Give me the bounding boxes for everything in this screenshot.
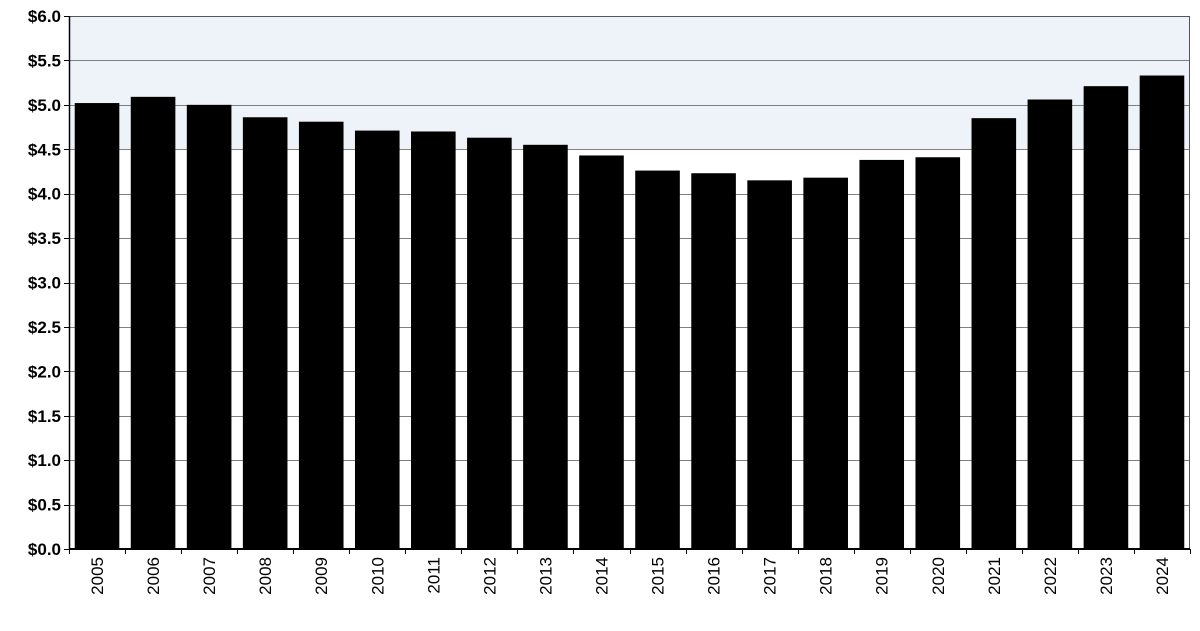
x-tick-label: 2017 [761,557,780,595]
bar-2007 [186,104,232,549]
bar-2015 [635,170,680,549]
bar-2014 [579,155,624,549]
x-tick-label: 2005 [88,557,107,595]
bar-2011 [411,131,456,550]
x-tick-label: 2018 [817,557,836,595]
bar-2024 [1139,75,1185,550]
y-tick-label: $5.0 [28,96,61,115]
bar-2022 [1027,99,1073,549]
bar-2016 [691,173,736,550]
x-tick-label: 2023 [1097,557,1116,595]
y-tick-label: $4.5 [28,140,61,159]
x-tick-label: 2010 [368,557,387,595]
x-tick-label-layer: 2005 2006 2007 2008 2009 2010 2011 2012 2013 2014… [88,557,1172,595]
bar-2008 [242,117,288,550]
bar-2020 [915,157,961,549]
bar-2005 [74,103,120,549]
bar-2021 [971,118,1017,549]
y-tick-label-layer: $0.0 $0.5 $1.0 $1.5 $2.0 $2.5 $3.0 $3.5 $4.0 $4.5… [28,7,61,559]
bar-2010 [354,130,400,549]
x-tick-label: 2016 [705,557,724,595]
x-tick-label: 2024 [1153,557,1172,595]
bar-2023 [1083,86,1129,550]
x-tick-label: 2009 [312,557,331,595]
y-tick-label: $5.5 [28,51,61,70]
bar-2012 [467,137,512,549]
x-tick-label: 2011 [424,557,443,594]
x-tick-label: 2012 [480,557,499,595]
y-tick-label: $2.0 [28,362,61,381]
axis-layer [64,16,1191,554]
y-tick-label: $2.5 [28,318,61,337]
bar-2013 [523,144,568,549]
y-tick-label: $4.0 [28,185,61,204]
x-tick-label: 2021 [985,557,1004,595]
x-tick-label: 2014 [592,557,611,595]
x-tick-label: 2013 [536,557,555,595]
x-tick-label: 2006 [144,557,163,595]
x-tick-label: 2020 [929,557,948,595]
x-tick-label: 2008 [256,557,275,595]
y-tick-label: $1.5 [28,407,61,426]
bar-2006 [130,96,176,549]
bar-layer [74,75,1185,550]
y-tick-label: $0.0 [28,540,61,559]
y-tick-label: $1.0 [28,451,61,470]
bar-2009 [298,121,344,550]
background-band [69,16,1190,150]
x-tick-label: 2007 [200,557,219,595]
x-tick-label: 2015 [649,557,668,595]
bar-2019 [859,159,905,549]
y-tick-label: $0.5 [28,496,61,515]
background-band-layer [69,16,1190,150]
x-tick-label: 2019 [873,557,892,595]
y-tick-label: $3.0 [28,274,61,293]
y-tick-label: $3.5 [28,229,61,248]
bar-2017 [747,180,792,549]
bar-2018 [803,177,848,549]
x-tick-label: 2022 [1041,557,1060,595]
y-tick-label: $6.0 [28,7,61,26]
